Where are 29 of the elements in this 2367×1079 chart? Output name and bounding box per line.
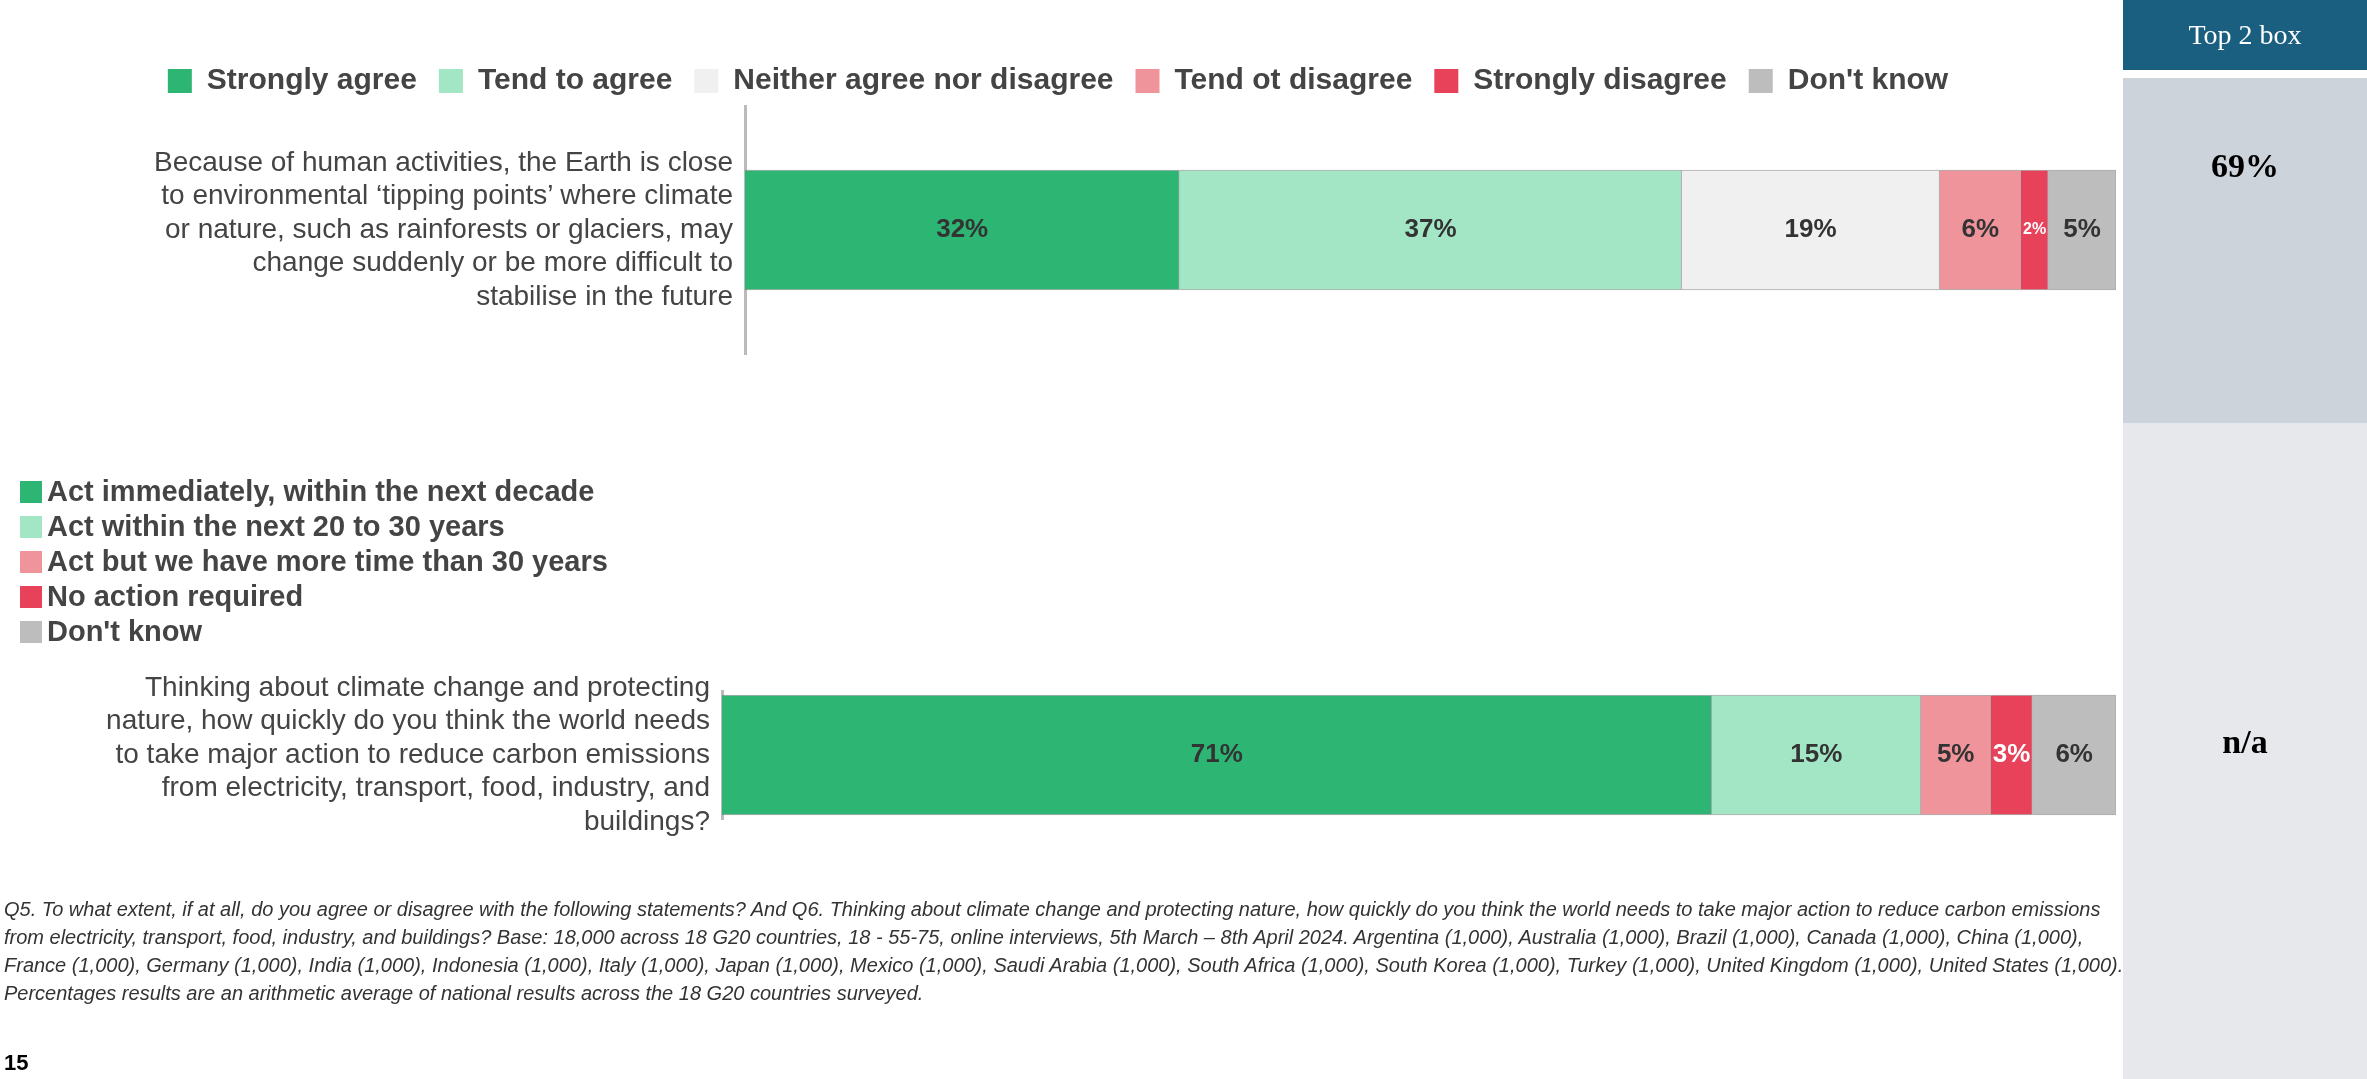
data-label: 5% xyxy=(1936,738,1975,769)
data-label: 6% xyxy=(2055,738,2093,769)
legend-label: Tend ot disagree xyxy=(1174,62,1413,96)
legend-label: Strongly agree xyxy=(206,62,417,96)
data-label: 2% xyxy=(2022,220,2047,238)
legend-label: Don't know xyxy=(1787,62,1949,96)
text: n/a xyxy=(2222,723,2268,761)
legend-label: Strongly disagree xyxy=(1473,62,1727,96)
legend-label: No action required xyxy=(47,580,304,613)
y-tick-label: Because of human activities, the Earth is close to environmental ‘tipping points’ where climate or nature, such as rainforests or glaciers, may change suddenly or be more difficult to stabilise in the future xyxy=(154,145,733,311)
data-label: 37% xyxy=(1404,213,1457,244)
data-label: 6% xyxy=(1961,213,2000,244)
y-tick-label: Thinking about climate change and protecting nature, how quickly do you think the world needs to take major action to reduce carbon emissions from electricity, transport, food, industry, and buildings? xyxy=(106,670,710,836)
data-label: 71% xyxy=(1190,738,1243,769)
legend-label: Don't know xyxy=(47,615,203,648)
data-label: 19% xyxy=(1784,213,1837,244)
text: Q5. To what extent, if at all, do you agree or disagree with the following statements? And Q6. Thinking about climate change and protecting nature, how quickly do you think the world needs to take major action to reduce carbon emissions from electricity, transport, food, industry, and buildings? Base: 18,000 across 18 G20 countries, 18 - 55-75, online interviews, 5th March – 8th April 2024. Argentina (1,000), Australia (1,000), Brazil (1,000), Canada (1,000), China (1,000), France (1,000), Germany (1,000), India (1,000), Indonesia (1,000), Italy (1,000), Japan (1,000), Mexico (1,000), Saudi Arabia (1,000), South Africa (1,000), South Korea (1,000), Turkey (1,000), United Kingdom (1,000), United States (1,000). Percentages results are an arithmetic average of national results across the 18 G20 countries surveyed. xyxy=(4,897,2124,1006)
data-label: 32% xyxy=(936,213,989,244)
legend-label: Act but we have more time than 30 years xyxy=(47,545,608,578)
text: 15 xyxy=(4,1050,29,1076)
data-label: 5% xyxy=(2063,213,2101,244)
text: 69% xyxy=(2211,146,2279,185)
text: Top 2 box xyxy=(2123,0,2367,70)
data-label: 15% xyxy=(1790,738,1843,769)
legend-label: Act immediately, within the next decade xyxy=(47,475,595,508)
legend-label: Act within the next 20 to 30 years xyxy=(47,510,505,543)
data-label: 3% xyxy=(1992,738,2031,769)
legend-label: Tend to agree xyxy=(477,62,673,96)
legend-label: Neither agree nor disagree xyxy=(733,62,1114,96)
